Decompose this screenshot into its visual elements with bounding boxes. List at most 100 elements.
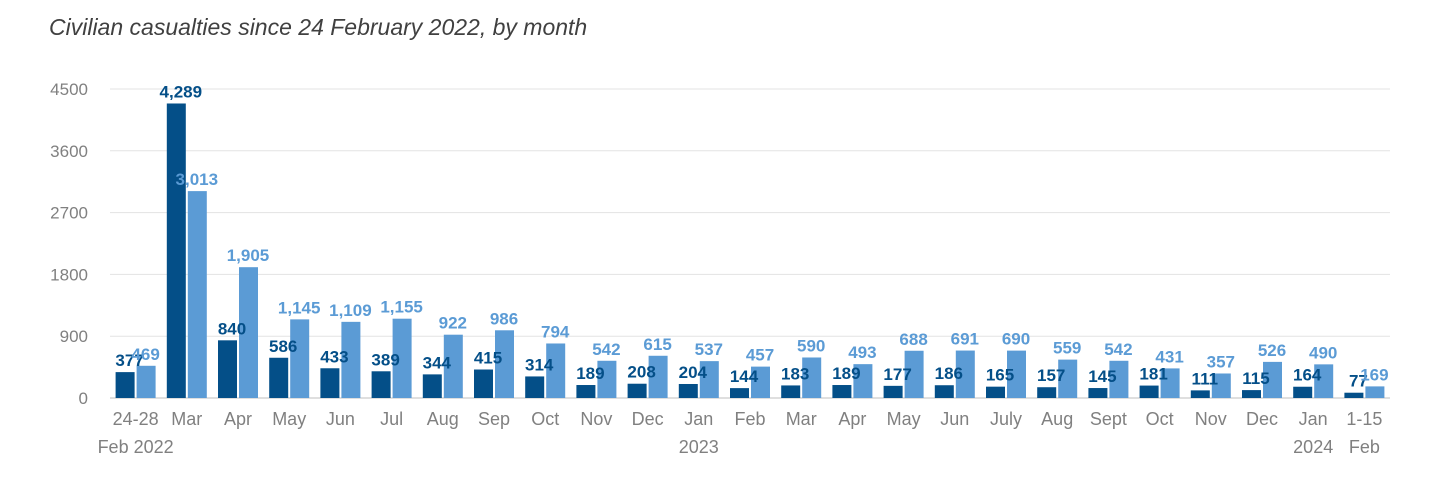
x-category-label: 1-15 (1346, 409, 1382, 429)
data-label-killed: 389 (371, 350, 399, 369)
x-category-sublabel: 2024 (1293, 437, 1333, 457)
bar-killed (986, 386, 1005, 398)
legend-injured-label: injured (1219, 174, 1275, 195)
data-label-injured: 690 (1002, 330, 1030, 349)
y-axis-ticks: 0 900 1800 2700 3600 4500 (50, 80, 88, 408)
data-label-killed: 145 (1088, 367, 1116, 386)
bar-killed (1344, 392, 1364, 398)
bar-killed (371, 371, 391, 398)
data-label-injured: 986 (490, 309, 518, 328)
data-label-killed: 111 (1192, 369, 1219, 388)
data-label-killed: 189 (832, 364, 860, 383)
bar-injured (495, 330, 514, 398)
x-category-label: Aug (1041, 409, 1073, 429)
bar-killed (1088, 388, 1108, 398)
data-label-killed: 204 (679, 363, 708, 382)
data-label-injured: 1,905 (227, 246, 270, 265)
x-category-label: Apr (838, 409, 866, 429)
x-category-label: May (272, 409, 306, 429)
bar-injured (1365, 386, 1385, 398)
bar-injured (239, 267, 258, 398)
data-label-injured: 691 (951, 330, 979, 349)
bar-injured (1058, 359, 1078, 398)
bar-injured (443, 334, 463, 398)
data-label-killed: 181 (1139, 365, 1167, 384)
data-label-killed: 177 (883, 365, 911, 384)
bar-injured (1160, 368, 1180, 398)
bar-killed (883, 385, 903, 398)
data-label-injured: 1,155 (380, 298, 423, 317)
x-category-label: Jan (1299, 409, 1328, 429)
data-label-killed: 183 (781, 364, 809, 383)
bar-killed (269, 357, 289, 398)
bar-injured (802, 357, 822, 398)
x-category-label: Sept (1090, 409, 1127, 429)
bar-injured (187, 191, 207, 398)
y-tick-label: 1800 (50, 265, 88, 284)
bar-injured (1263, 361, 1282, 398)
data-label-injured: 559 (1053, 339, 1081, 358)
x-category-label: Oct (1146, 409, 1174, 429)
x-category-label: Jun (940, 409, 969, 429)
data-label-killed: 115 (1242, 369, 1269, 388)
x-category-label: Nov (580, 409, 612, 429)
bars (115, 103, 1385, 398)
data-label-injured: 1,109 (329, 301, 372, 320)
bar-killed (1037, 387, 1057, 398)
data-label-killed: 377 (115, 351, 143, 370)
data-label-killed: 77 (1349, 372, 1368, 391)
x-category-label: Dec (1246, 409, 1278, 429)
bar-killed (320, 368, 340, 398)
data-label-injured: 537 (695, 340, 723, 359)
x-category-label: Jun (326, 409, 355, 429)
x-category-label: Mar (786, 409, 817, 429)
data-label-injured: 590 (797, 336, 825, 355)
data-label-killed: 433 (320, 347, 348, 366)
data-label-injured: 794 (541, 322, 570, 341)
data-label-injured: 169 (1360, 365, 1388, 384)
bar-killed (730, 388, 749, 398)
bar-killed (474, 369, 493, 398)
data-label-injured: 542 (592, 340, 620, 359)
bar-injured (853, 364, 873, 398)
bar-killed (218, 340, 237, 398)
data-label-injured: 431 (1155, 347, 1183, 366)
x-category-label: Oct (531, 409, 559, 429)
data-label-killed: 186 (935, 364, 963, 383)
bar-injured (904, 350, 924, 398)
x-axis-categories: 24-28 Mar Apr May Jun Jul Aug Sep Oct Nov Dec Jan Fe… (98, 409, 1383, 457)
data-label-injured: 615 (643, 335, 671, 354)
data-label-killed: 314 (525, 355, 554, 374)
x-category-label: Sep (478, 409, 510, 429)
bar-killed (627, 383, 647, 398)
legend-killed-label: killed (1104, 174, 1146, 195)
x-category-label: 24-28 (113, 409, 159, 429)
x-category-label: May (887, 409, 921, 429)
bar-killed (1293, 386, 1313, 398)
bar-killed (525, 376, 545, 398)
data-label-killed: 4,289 (160, 82, 203, 101)
bar-killed (832, 385, 852, 398)
data-label-injured: 526 (1258, 341, 1286, 360)
bar-injured (392, 318, 412, 398)
data-label-injured: 469 (131, 345, 159, 364)
data-label-injured: 542 (1104, 340, 1132, 359)
y-tick-label: 4500 (50, 80, 88, 99)
data-label-killed: 586 (269, 337, 297, 356)
bar-killed (1242, 390, 1261, 398)
x-category-label: July (990, 409, 1022, 429)
data-label-killed: 208 (627, 363, 655, 382)
data-label-killed: 415 (474, 349, 502, 368)
data-label-killed: 164 (1293, 366, 1322, 385)
data-label-killed: 165 (986, 366, 1014, 385)
bar-killed (576, 385, 596, 398)
data-label-injured: 490 (1309, 343, 1337, 362)
data-label-killed: 157 (1037, 366, 1065, 385)
bar-injured (290, 319, 310, 398)
x-category-sublabel: Feb 2022 (98, 437, 174, 457)
bar-injured (648, 355, 668, 398)
y-tick-label: 0 (79, 389, 88, 408)
bar-injured (546, 343, 566, 398)
bar-injured (341, 321, 361, 398)
